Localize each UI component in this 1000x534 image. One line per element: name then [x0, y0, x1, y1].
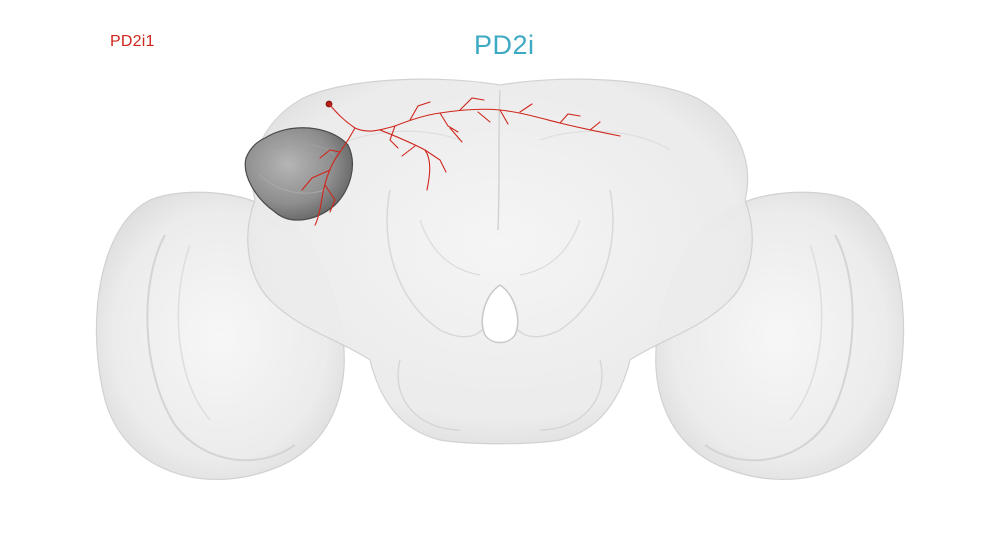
central-brain [247, 78, 753, 445]
neuron-name-label: PD2i1 [110, 33, 155, 50]
cell-type-label: PD2i [474, 30, 535, 60]
neuron-skeleton [301, 97, 621, 226]
highlighted-neuropil [244, 127, 354, 221]
